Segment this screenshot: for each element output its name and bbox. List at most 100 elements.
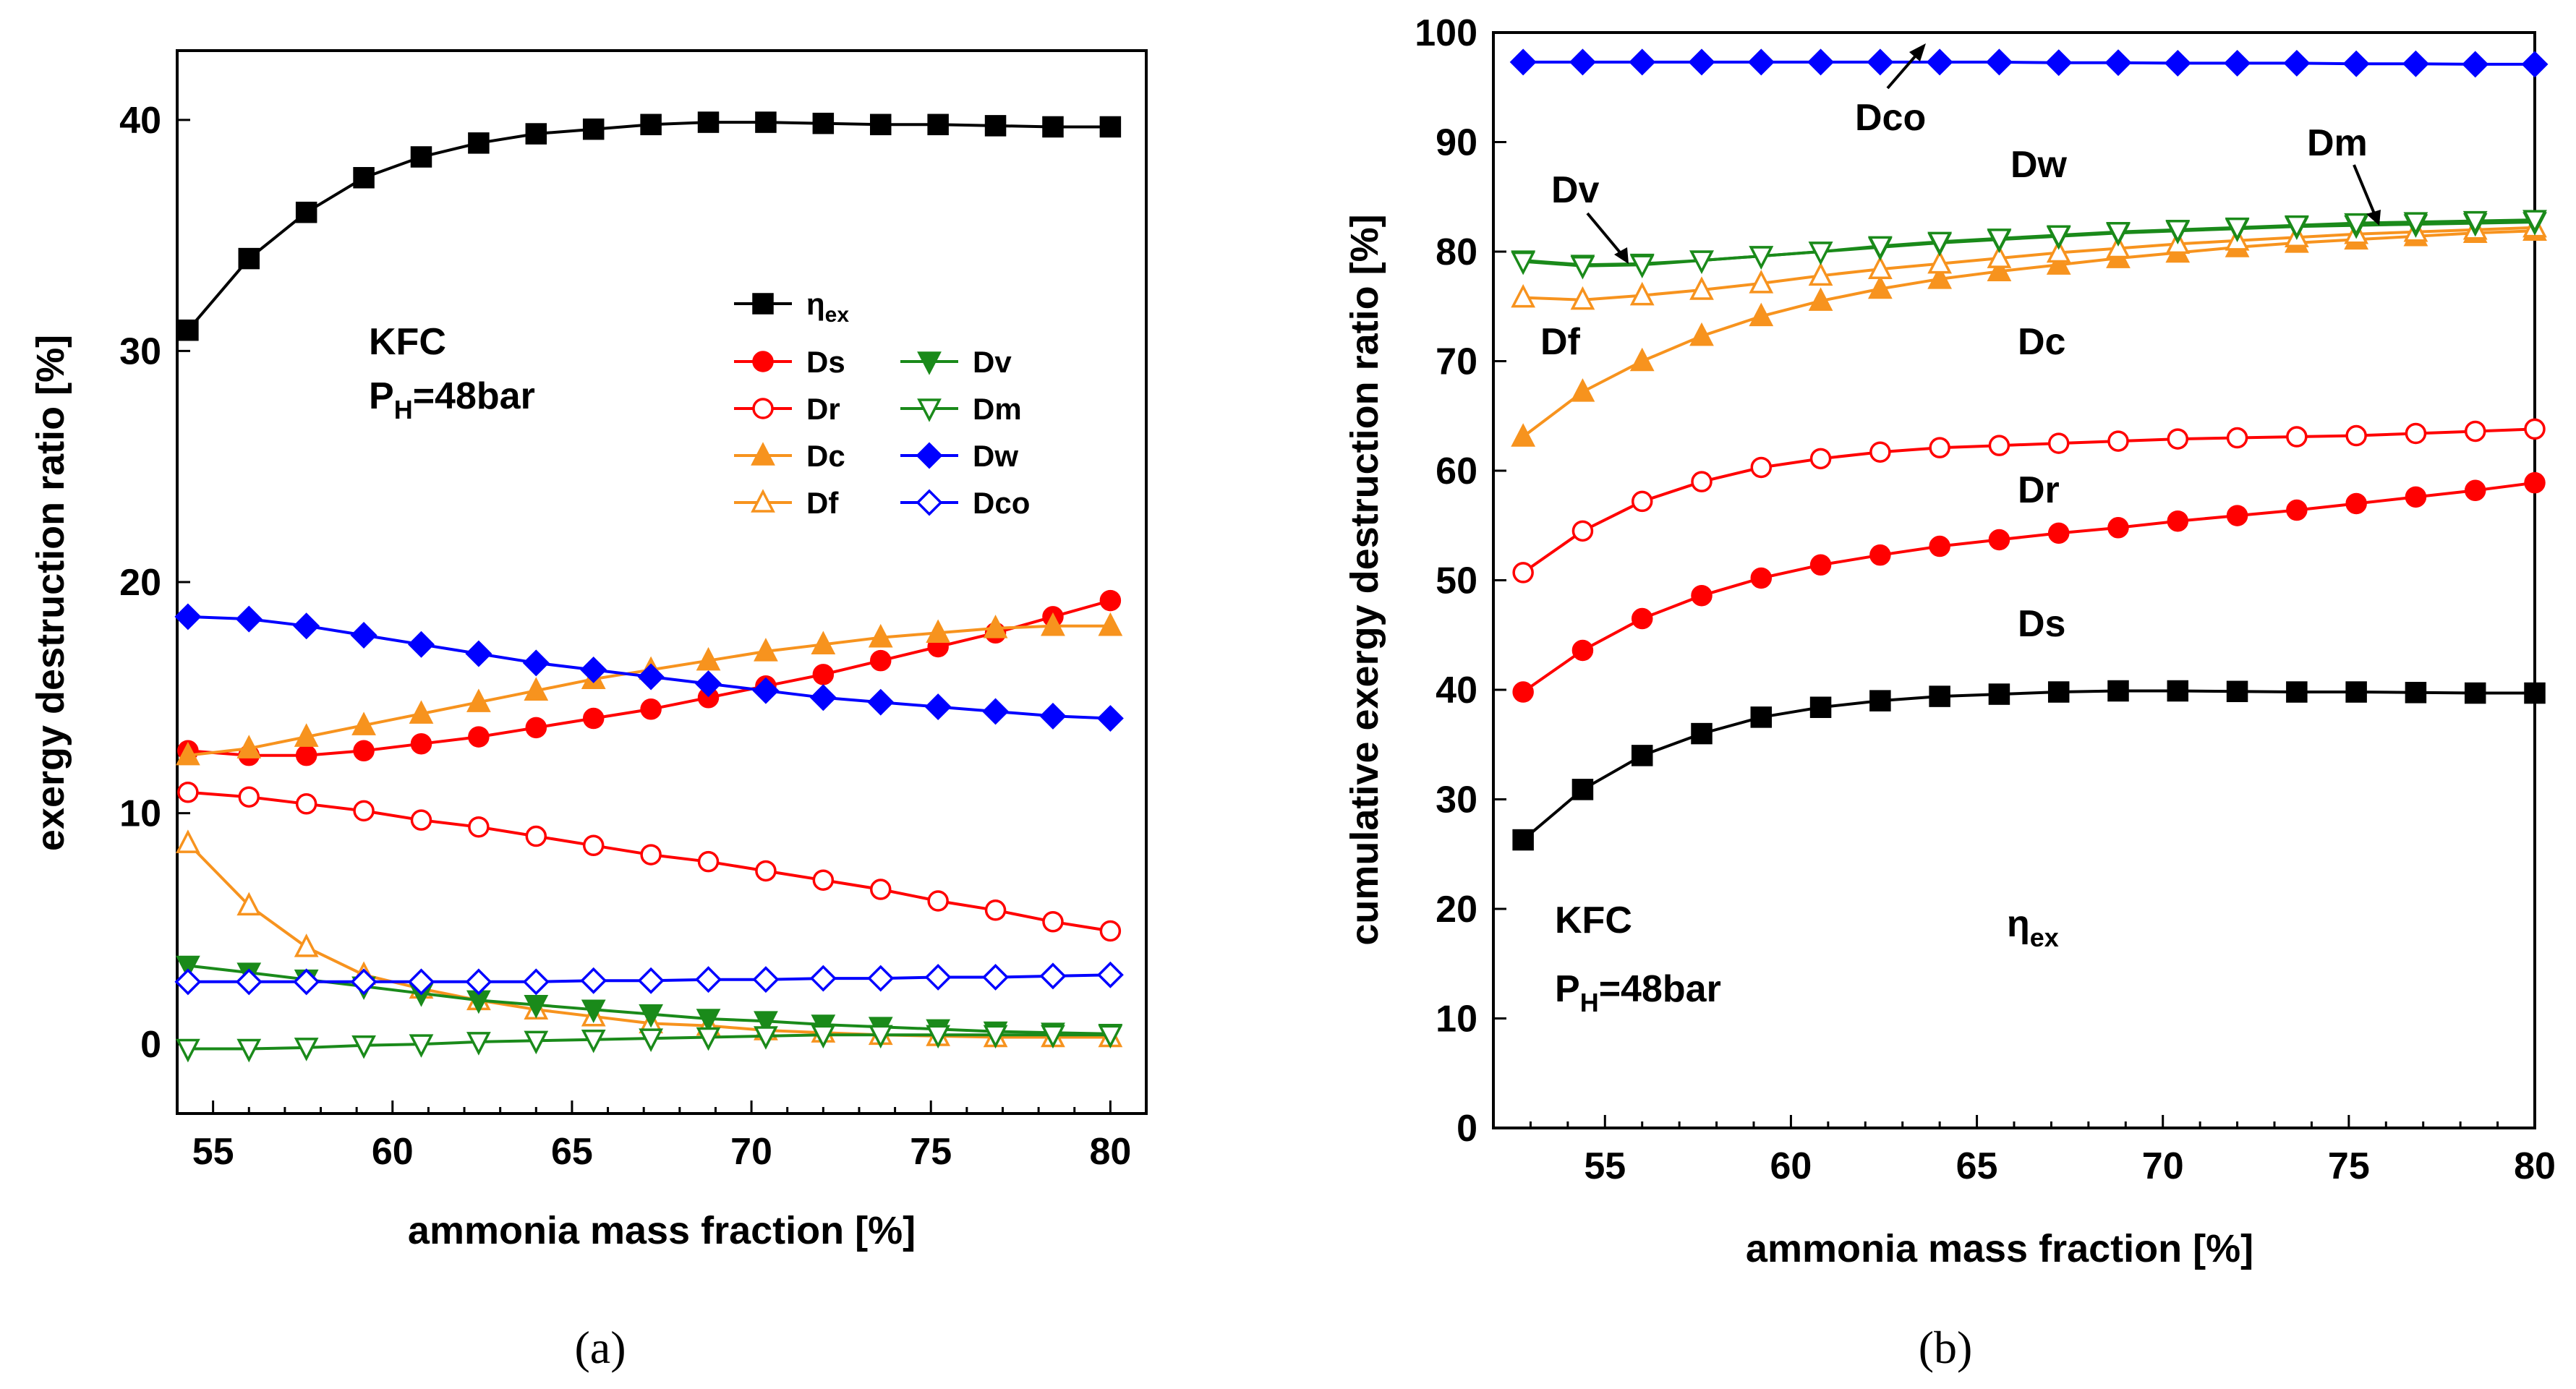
data-point-Dr: [2286, 426, 2308, 448]
y-tick-label: 40: [119, 100, 161, 142]
legend-label-text: Ds: [806, 345, 845, 379]
data-point-Dr: [468, 816, 490, 838]
data-point-Dm: [351, 1035, 376, 1059]
legend-label: Dc: [806, 439, 845, 473]
data-point-Dv: [639, 1004, 663, 1028]
series-line-Df: [1523, 226, 2536, 302]
data-point-Dw: [350, 622, 378, 649]
annotation-ph-b: PH=48bar: [1555, 968, 1721, 1017]
data-point-Dw: [580, 656, 607, 683]
caption-b: (b): [1919, 1322, 1973, 1373]
data-point-Dco: [293, 968, 320, 996]
data-point-Dr: [2167, 428, 2189, 450]
data-point-Dr: [525, 825, 547, 847]
series-eta: [177, 111, 1122, 341]
y-tick-label: 80: [1436, 231, 1477, 273]
chart-panel-a: 0 10 20 30 40 55 60 65 70 75 80 exergy destructio…: [29, 49, 1148, 1373]
data-point-Ds: [2167, 510, 2189, 532]
data-point-Dr: [2047, 432, 2070, 454]
series-line-eta: [187, 121, 1111, 331]
data-point-Dco: [637, 967, 665, 994]
data-point-Dco: [1039, 962, 1067, 990]
annotation-h-sub-a: H: [394, 395, 413, 424]
series-Ds: [1512, 471, 2546, 703]
arrow-dm: [2353, 164, 2377, 218]
data-point-Dw: [637, 663, 665, 691]
data-point-Dw: [2045, 49, 2073, 77]
data-point-eta: [1691, 722, 1713, 745]
data-point-Dco: [235, 968, 263, 996]
data-point-Dc: [351, 711, 376, 735]
data-point-eta: [2405, 682, 2427, 704]
data-point-Ds: [2524, 471, 2546, 494]
data-point-Dr: [1512, 562, 1534, 584]
data-point-Df: [294, 933, 319, 957]
data-point-Ds: [468, 726, 490, 748]
series-eta: [1512, 680, 2546, 851]
data-point-Dr: [238, 786, 260, 808]
data-point-Dw: [235, 605, 263, 633]
series-Dm: [176, 1025, 1123, 1063]
data-point-Dr: [2524, 418, 2546, 440]
data-point-Ds: [869, 649, 892, 672]
data-point-eta: [1929, 685, 1950, 707]
x-ticks-a: 55 60 65 70 75 80: [176, 1100, 1148, 1173]
x-axis-label-b: ammonia mass fraction [%]: [1746, 1227, 2253, 1270]
region-label-dw: Dw: [2010, 144, 2068, 186]
data-point-Df: [1570, 286, 1595, 310]
series-line-Dc: [187, 624, 1111, 757]
data-point-Ds: [1631, 607, 1653, 630]
legend-label-text: Df: [806, 486, 839, 520]
y-ticks-b: 0 10 20 30 40 50 60 70 80 90 100: [1415, 12, 1506, 1150]
data-point-Dm: [2046, 225, 2071, 249]
y-tick-label: 100: [1415, 12, 1477, 54]
x-tick-label: 65: [551, 1131, 593, 1173]
annotation-kfc-a: KFC: [369, 321, 446, 363]
data-point-Df: [1689, 276, 1714, 300]
y-tick-label: 90: [1436, 122, 1477, 164]
data-point-Dc: [926, 619, 951, 644]
data-point-Df: [2046, 239, 2071, 263]
data-point-Dm: [2165, 219, 2191, 244]
data-point-Ds: [2405, 486, 2427, 508]
series-line-Dc: [1522, 229, 2536, 438]
data-point-Dc: [294, 723, 319, 747]
data-point-Dr: [295, 793, 317, 815]
data-point-Dw: [522, 649, 550, 677]
data-point-Dco: [1096, 961, 1124, 988]
data-point-Dc: [236, 735, 262, 758]
y-tick-label: 10: [119, 793, 161, 835]
data-point-Dv: [696, 1009, 721, 1033]
data-point-Df: [1927, 249, 1953, 274]
data-point-Dc: [868, 623, 893, 648]
region-label-dco: Dco: [1855, 97, 1926, 139]
data-point-eta: [984, 115, 1007, 137]
data-point-Dr: [410, 809, 432, 831]
data-point-Dm: [2225, 217, 2250, 242]
legend-marker: [917, 351, 942, 375]
data-point-eta: [1042, 116, 1064, 138]
legend-label-sub: ex: [825, 303, 850, 327]
legend-marker: [916, 489, 943, 516]
data-point-Dw: [174, 603, 202, 631]
data-point-Dr: [1750, 456, 1773, 479]
region-label-eta: ηex: [2007, 903, 2059, 952]
series-Dw: [1509, 48, 2549, 78]
y-tick-label: 40: [1436, 670, 1477, 711]
data-point-Dw: [293, 612, 320, 640]
annotation-kfc-b: KFC: [1555, 899, 1632, 941]
y-ticks-a: 0 10 20 30 40: [119, 100, 190, 1066]
legend-label: Dm: [973, 392, 1022, 426]
data-point-Dco: [465, 968, 492, 996]
data-point-Dw: [2462, 51, 2489, 78]
data-point-Dc: [1570, 378, 1595, 402]
data-point-Df: [1808, 262, 1833, 286]
legend-label: Ds: [806, 345, 845, 379]
y-tick-label: 20: [1436, 889, 1477, 931]
series-Dm: [1511, 210, 2547, 280]
data-point-Dc: [754, 638, 778, 662]
data-point-eta: [177, 319, 199, 341]
data-point-Ds: [2464, 479, 2486, 502]
data-point-eta: [468, 132, 490, 154]
